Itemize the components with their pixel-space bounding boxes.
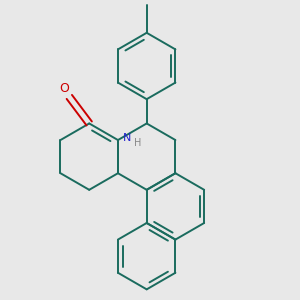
- Text: N: N: [123, 134, 131, 143]
- Text: O: O: [59, 82, 69, 95]
- Text: H: H: [134, 138, 141, 148]
